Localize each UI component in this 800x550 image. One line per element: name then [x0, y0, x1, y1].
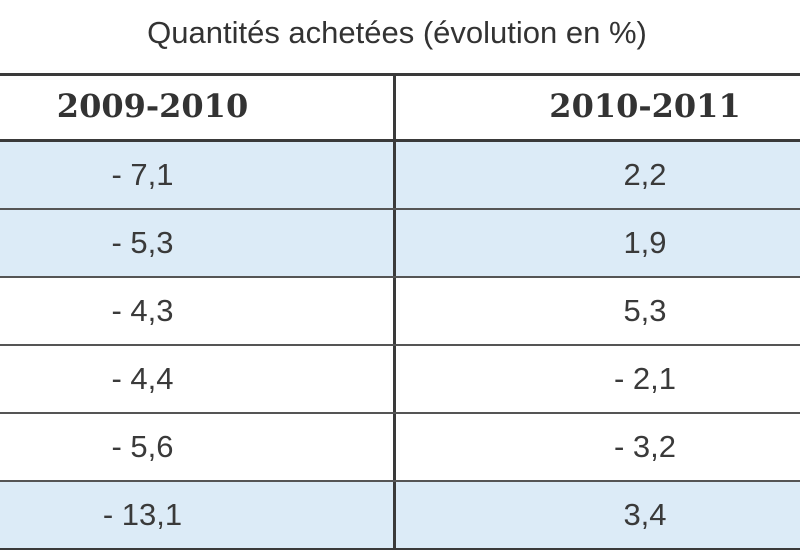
- table-cell-2009-2010: - 4,3: [0, 278, 396, 344]
- column-header-2009-2010: 2009-2010: [0, 76, 396, 139]
- table-bottom-border: [0, 548, 800, 550]
- table-cell-2010-2011: 5,3: [623, 293, 667, 328]
- table-title-text: Quantités achetées (évolution en %): [147, 14, 647, 50]
- table-header-row: 2009-2010 2010-2011: [0, 76, 800, 142]
- table-cell-2009-2010: - 5,6: [0, 414, 396, 480]
- column-header-2010-2011: 2010-2011: [549, 86, 741, 125]
- table-cell-2009-2010: - 5,3: [0, 210, 396, 276]
- table-cell-2009-2010: - 4,4: [0, 346, 396, 412]
- table-cell-2010-2011: 2,2: [623, 157, 667, 192]
- table-row: - 5,3 1,9: [0, 210, 800, 278]
- table-cell-2009-2010: - 13,1: [0, 482, 396, 548]
- table-row: - 4,4 - 2,1: [0, 346, 800, 414]
- table-body: - 7,1 2,2 - 5,3 1,9 - 4,3 5,3 - 4,4 - 2,…: [0, 142, 800, 550]
- table-cell-2009-2010: - 7,1: [0, 142, 396, 208]
- table-cell-2010-2011: - 2,1: [613, 361, 677, 396]
- table-row: - 5,6 - 3,2: [0, 414, 800, 482]
- table-cell-2010-2011: 1,9: [623, 225, 667, 260]
- table-cell-2010-2011: 3,4: [623, 497, 667, 532]
- table-row: - 13,1 3,4: [0, 482, 800, 550]
- table-cell-2010-2011: - 3,2: [613, 429, 677, 464]
- table-row: - 7,1 2,2: [0, 142, 800, 210]
- table-title: Quantités achetées (évolution en %): [0, 0, 800, 76]
- table-row: - 4,3 5,3: [0, 278, 800, 346]
